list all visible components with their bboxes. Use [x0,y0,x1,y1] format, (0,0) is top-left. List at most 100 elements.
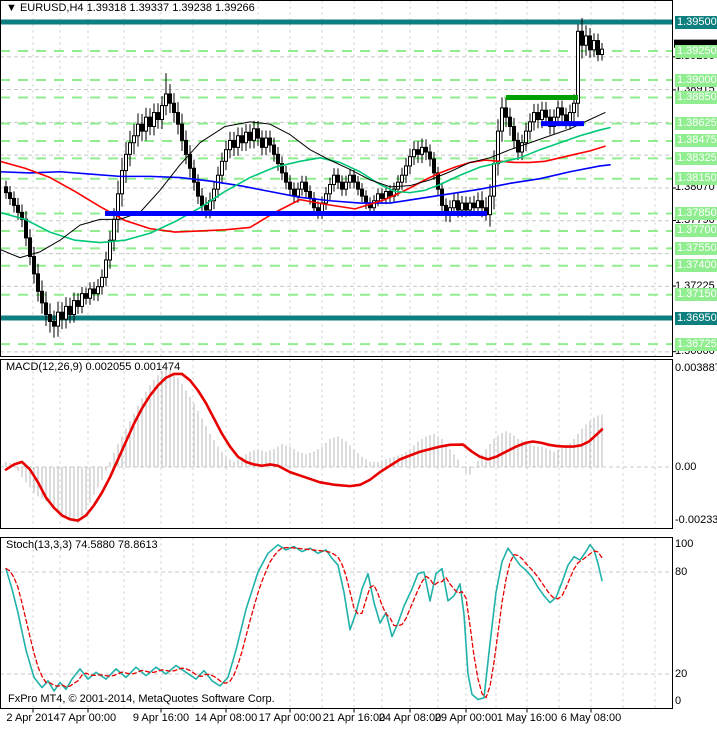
candle-body [424,146,428,153]
green-level-price-label: 1.37550 [675,241,717,255]
candle-body [300,181,304,190]
candle-body [412,149,416,158]
candle-body [284,172,288,183]
macd-indicator-label: MACD(12,26,9) 0.002055 0.001474 [6,361,181,373]
stoch-panel-border [0,537,673,709]
candle-body [268,137,272,146]
candle-body [328,184,332,195]
candle-body [336,174,340,183]
symbol-dropdown-marker-icon[interactable]: ▼ [6,2,17,14]
candle-body [76,300,80,307]
candle-body [408,156,412,167]
candle-body [84,293,88,299]
time-scale-label: 2 Apr 2014 [6,712,60,724]
stoch-scale-label: 20 [675,667,688,680]
candle-body [280,163,284,174]
candle-body [8,192,12,199]
candle-body [332,174,336,186]
ma-black-fast [0,112,606,259]
candle-body [464,202,468,211]
candle-body [60,311,64,320]
candle-body [476,200,480,209]
green-level-price-label: 1.39000 [675,73,717,87]
candle-body [324,193,328,204]
candle-body [480,200,484,209]
candle-body [288,181,292,190]
candle-body [544,109,548,118]
candle-body [420,146,424,155]
macd-scale-min-label: -0.002334 [675,513,717,526]
green-level-price-label: 1.37850 [675,207,717,221]
green-level-price-label: 1.38850 [675,90,717,104]
candle-body [100,276,104,288]
candle-body [148,116,152,127]
teal-level-price-label: 1.39500 [675,15,717,29]
copyright-text: FxPro MT4, © 2001-2014, MetaQuotes Softw… [6,693,277,705]
candle-body [572,102,576,114]
candle-body [292,188,296,197]
green-level-price-label: 1.37400 [675,259,717,273]
candle-body [260,137,264,148]
candle-body [240,135,244,144]
candle-body [508,116,512,127]
candle-body [108,239,112,261]
candle-body [176,112,180,125]
candle-body [564,114,568,123]
candle-body [460,202,464,211]
candle-body [560,107,564,116]
candle-body [512,125,516,141]
time-scale-label: 24 Apr 08:00 [378,712,442,724]
candle-body [72,300,76,316]
candle-body [356,181,360,190]
candle-body [152,112,156,127]
candle-body [528,121,532,132]
candle-body [396,181,400,190]
candle-body [204,204,208,211]
candle-body [304,181,308,192]
candle-body [32,255,36,275]
candle-body [96,286,100,295]
candle-body [592,40,596,51]
candle-body [44,302,48,316]
candle-body [232,139,236,148]
candle-body [188,153,192,169]
time-scale-label: 6 May 08:00 [560,712,622,724]
green-level-price-label: 1.37700 [675,224,717,238]
candle-body [360,188,364,197]
candle-body [504,107,508,118]
candle-body [248,131,252,141]
candle-body [376,193,380,202]
candle-body [532,112,536,123]
stoch-scale-label: 80 [675,565,688,578]
candle-body [160,105,164,121]
candle-body [40,290,44,304]
candle-body [580,30,584,46]
candle-body [20,211,24,220]
candle-body [184,139,188,155]
time-scale-label: 21 Apr 16:00 [322,712,386,724]
candle-body [380,193,384,199]
green-level-price-label: 1.38325 [675,151,717,165]
candle-body [140,123,144,132]
candle-body [220,160,224,176]
candle-body [272,144,276,155]
candle-body [16,204,20,213]
macd-signal-line [4,372,604,522]
ma-blue-slow [0,163,611,204]
candle-body [12,197,16,206]
candle-body [244,131,248,144]
candle-body [576,30,580,104]
macd-scale-zero-label: 0.00 [675,460,697,473]
candle-body [340,181,344,190]
green-level-price-label: 1.37150 [675,288,717,302]
candle-body [372,200,376,209]
candle-body [112,218,116,241]
candle-body [80,293,84,307]
green-level-price-label: 1.36725 [675,337,717,351]
candle-body [468,202,472,211]
candle-body [348,174,352,183]
candle-body [48,314,52,322]
time-scale-label: 17 Apr 00:00 [258,712,322,724]
candle-body [364,195,368,204]
